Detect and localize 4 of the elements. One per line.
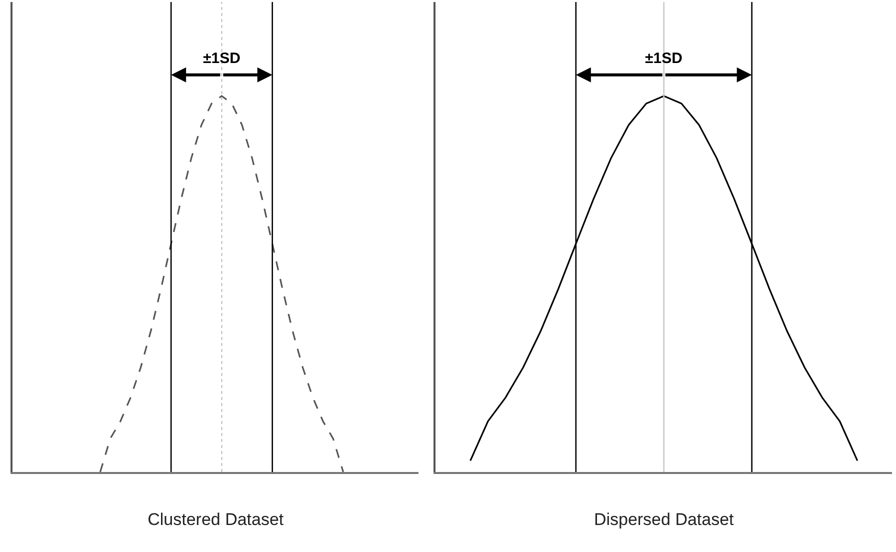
x-axis-title: Clustered Dataset — [148, 510, 284, 529]
x-axis-title: Dispersed Dataset — [594, 510, 734, 529]
text: ±1SD — [645, 50, 683, 67]
text: ±1SD — [203, 50, 241, 67]
